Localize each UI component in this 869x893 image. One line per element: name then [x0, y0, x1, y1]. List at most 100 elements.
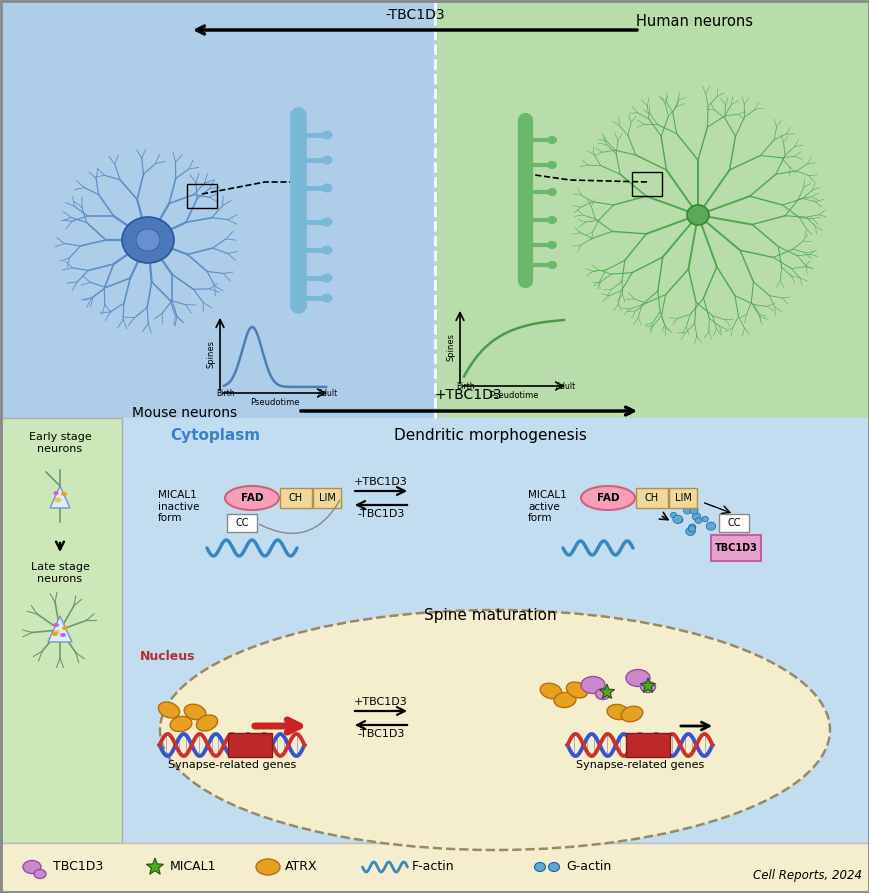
FancyBboxPatch shape	[710, 535, 760, 561]
Ellipse shape	[547, 188, 556, 196]
Ellipse shape	[547, 161, 556, 169]
FancyBboxPatch shape	[313, 488, 341, 508]
Ellipse shape	[607, 705, 628, 720]
Ellipse shape	[689, 507, 697, 514]
Ellipse shape	[170, 716, 192, 731]
Ellipse shape	[52, 632, 58, 636]
Ellipse shape	[554, 692, 575, 707]
Ellipse shape	[255, 859, 280, 875]
Text: Cell Reports, 2024: Cell Reports, 2024	[753, 869, 861, 882]
Ellipse shape	[694, 518, 701, 523]
Ellipse shape	[184, 705, 206, 720]
Text: Pseudotime: Pseudotime	[250, 398, 300, 407]
Ellipse shape	[547, 261, 556, 269]
FancyBboxPatch shape	[434, 0, 869, 418]
Text: CH: CH	[644, 493, 659, 503]
Ellipse shape	[54, 630, 60, 634]
FancyBboxPatch shape	[668, 488, 696, 508]
Ellipse shape	[322, 218, 332, 227]
Ellipse shape	[53, 491, 58, 495]
Ellipse shape	[547, 241, 556, 249]
FancyBboxPatch shape	[228, 733, 272, 757]
Text: Mouse neurons: Mouse neurons	[132, 406, 237, 420]
Text: Birth: Birth	[216, 389, 235, 398]
Polygon shape	[146, 858, 163, 874]
Text: TBC1D3: TBC1D3	[713, 543, 757, 553]
FancyBboxPatch shape	[0, 843, 869, 893]
Ellipse shape	[683, 507, 691, 514]
Text: MICAL1
active
form: MICAL1 active form	[527, 490, 566, 523]
Text: FAD: FAD	[241, 493, 263, 503]
Ellipse shape	[53, 623, 59, 627]
Ellipse shape	[675, 517, 682, 523]
Ellipse shape	[322, 273, 332, 282]
Text: Adult: Adult	[555, 382, 575, 391]
Text: Synapse-related genes: Synapse-related genes	[168, 760, 295, 770]
Text: -TBC1D3: -TBC1D3	[357, 729, 404, 739]
Text: +TBC1D3: +TBC1D3	[354, 477, 408, 487]
Ellipse shape	[322, 130, 332, 139]
FancyBboxPatch shape	[0, 0, 434, 418]
Text: ATRX: ATRX	[285, 861, 317, 873]
Text: MICAL1: MICAL1	[169, 861, 216, 873]
Ellipse shape	[158, 702, 179, 718]
Ellipse shape	[701, 516, 707, 522]
Ellipse shape	[640, 681, 654, 692]
FancyBboxPatch shape	[718, 514, 748, 532]
Text: Synapse-related genes: Synapse-related genes	[575, 760, 703, 770]
Ellipse shape	[685, 528, 694, 536]
Text: Spines: Spines	[207, 340, 216, 368]
Ellipse shape	[566, 682, 587, 698]
Ellipse shape	[547, 136, 556, 144]
Ellipse shape	[687, 526, 695, 532]
Text: Birth: Birth	[456, 382, 474, 391]
Text: -TBC1D3: -TBC1D3	[385, 8, 444, 22]
Text: LIM: LIM	[673, 493, 691, 503]
Text: F-actin: F-actin	[412, 861, 454, 873]
Text: FAD: FAD	[596, 493, 619, 503]
FancyBboxPatch shape	[0, 418, 122, 843]
Text: +TBC1D3: +TBC1D3	[354, 697, 408, 707]
Ellipse shape	[540, 683, 561, 699]
Ellipse shape	[670, 513, 676, 518]
Ellipse shape	[225, 486, 279, 510]
Ellipse shape	[23, 861, 41, 873]
Ellipse shape	[61, 492, 67, 496]
Ellipse shape	[626, 670, 649, 687]
Ellipse shape	[594, 689, 610, 699]
Ellipse shape	[692, 513, 700, 521]
Text: MICAL1
inactive
form: MICAL1 inactive form	[158, 490, 199, 523]
Text: Late stage
neurons: Late stage neurons	[30, 562, 90, 584]
Ellipse shape	[60, 633, 66, 637]
Ellipse shape	[196, 715, 217, 731]
Ellipse shape	[136, 229, 160, 251]
Polygon shape	[640, 678, 655, 692]
FancyBboxPatch shape	[227, 514, 256, 532]
Ellipse shape	[580, 677, 604, 694]
FancyBboxPatch shape	[0, 418, 869, 843]
Ellipse shape	[62, 626, 68, 630]
Text: LIM: LIM	[318, 493, 335, 503]
Ellipse shape	[322, 294, 332, 303]
Text: Pseudotime: Pseudotime	[488, 391, 538, 400]
Ellipse shape	[160, 610, 829, 850]
Text: G-actin: G-actin	[566, 861, 611, 873]
Text: Early stage
neurons: Early stage neurons	[29, 432, 91, 454]
Ellipse shape	[547, 863, 559, 872]
Text: CC: CC	[726, 518, 740, 528]
Text: Spines: Spines	[447, 333, 455, 361]
Ellipse shape	[55, 497, 62, 503]
Ellipse shape	[687, 205, 708, 225]
Ellipse shape	[534, 863, 545, 872]
Ellipse shape	[672, 515, 682, 523]
Text: Nucleus: Nucleus	[140, 650, 196, 663]
Ellipse shape	[122, 217, 174, 263]
Ellipse shape	[620, 706, 642, 722]
FancyBboxPatch shape	[626, 733, 669, 757]
Text: CC: CC	[235, 518, 249, 528]
Ellipse shape	[547, 216, 556, 224]
Ellipse shape	[706, 522, 715, 530]
Polygon shape	[50, 486, 70, 508]
Ellipse shape	[34, 870, 46, 879]
Polygon shape	[599, 684, 614, 698]
